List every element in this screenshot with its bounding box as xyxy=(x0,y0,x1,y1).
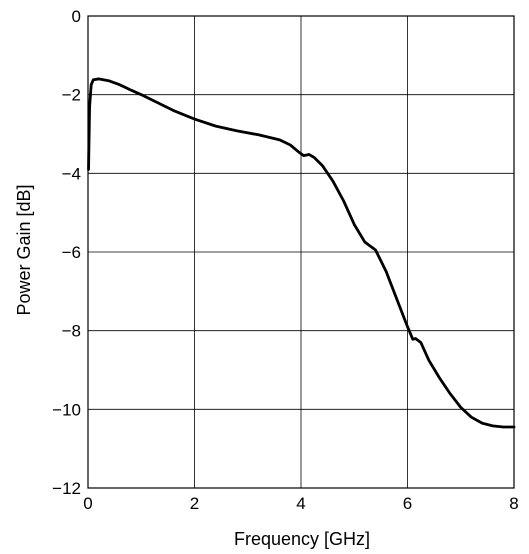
y-tick-label: −10 xyxy=(52,400,81,419)
series-layer xyxy=(87,77,516,429)
x-tick-label: 6 xyxy=(403,494,412,513)
y-axis-label: Power Gain [dB] xyxy=(14,184,34,315)
grid xyxy=(88,16,514,488)
y-tick-label: −6 xyxy=(62,243,81,262)
x-tick-label: 8 xyxy=(509,494,518,513)
power-gain-line xyxy=(87,77,516,429)
y-tick-label: −2 xyxy=(62,86,81,105)
y-tick-label: −4 xyxy=(62,164,81,183)
x-axis-label: Frequency [GHz] xyxy=(234,529,370,549)
y-tick-label: −8 xyxy=(62,322,81,341)
y-tick-label: −12 xyxy=(52,479,81,498)
x-tick-label: 4 xyxy=(296,494,305,513)
x-axis-ticks: 0 2 4 6 8 xyxy=(83,494,518,513)
x-tick-label: 2 xyxy=(190,494,199,513)
x-tick-label: 0 xyxy=(83,494,92,513)
y-tick-label: 0 xyxy=(72,7,81,26)
plot-frame xyxy=(87,15,515,489)
y-axis-ticks: 0 −2 −4 −6 −8 −10 −12 xyxy=(52,7,81,498)
